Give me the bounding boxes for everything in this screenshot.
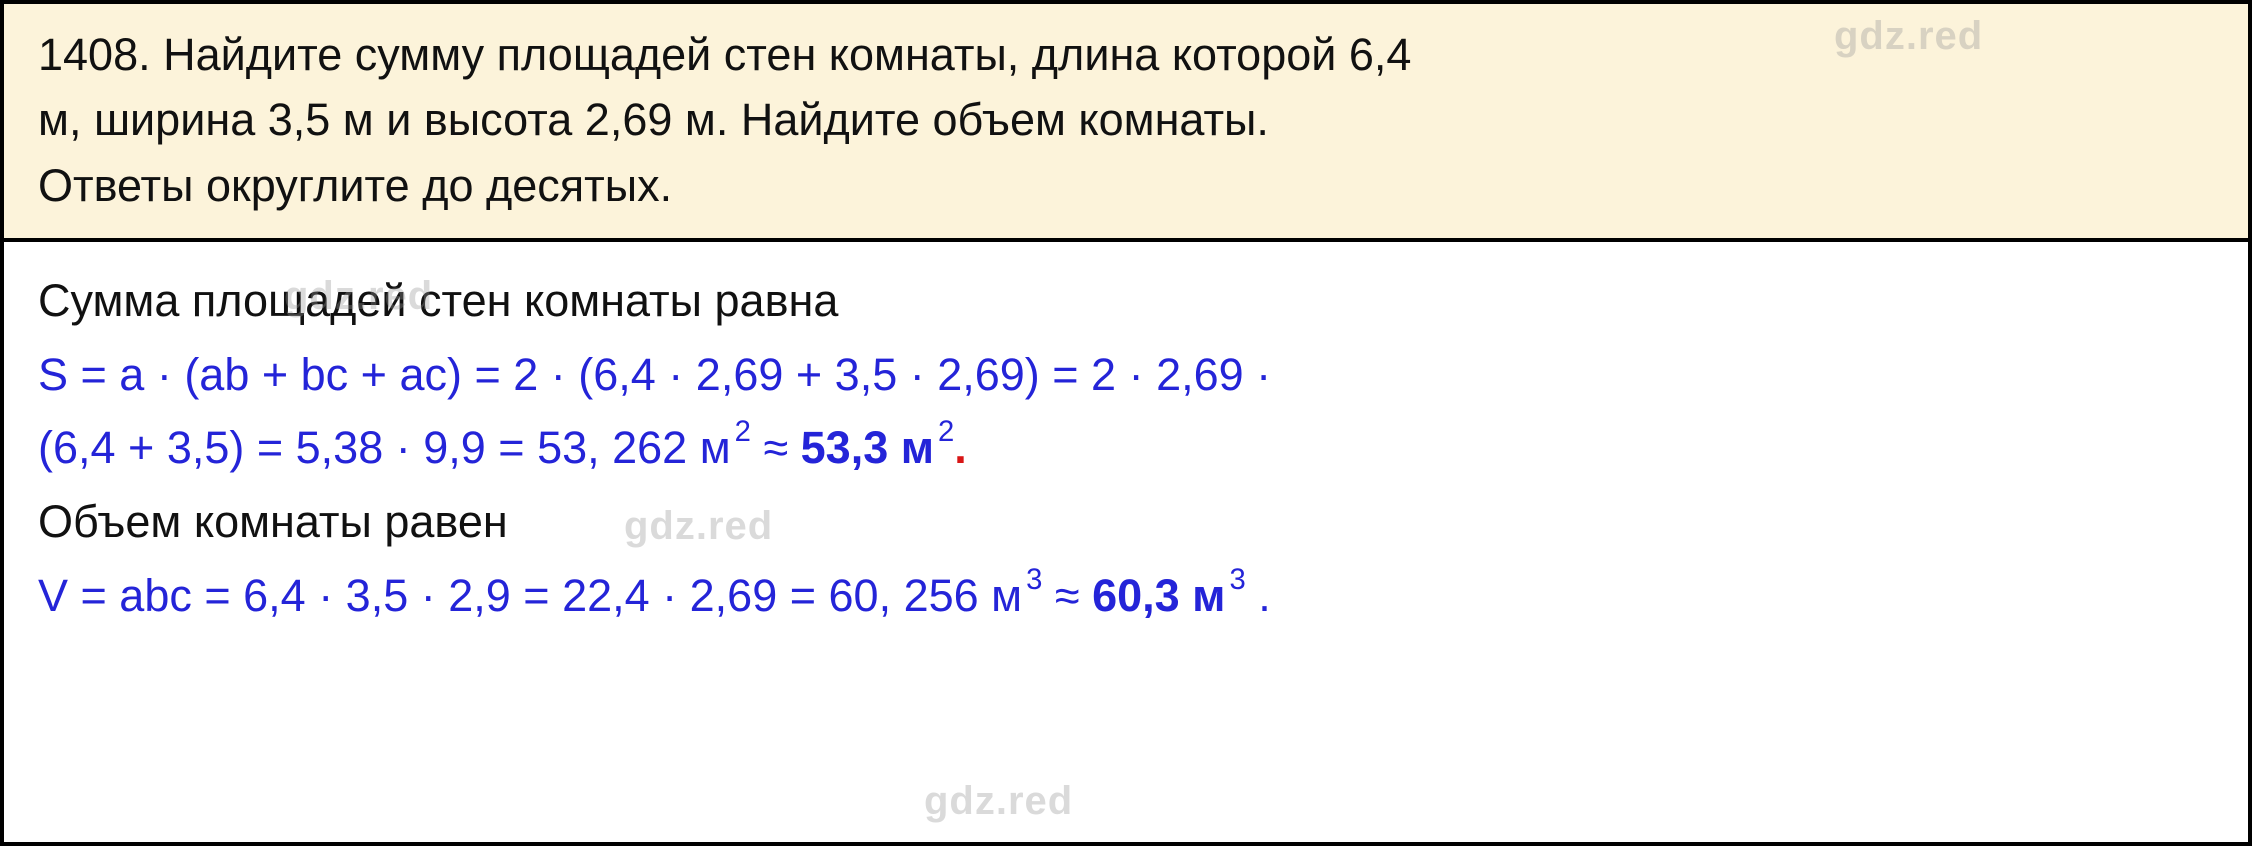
area-result-exact: (6,4 + 3,5) = 5,38 · 9,9 = 53, 262 м [38,422,731,473]
area-exponent-approx: 2 [934,416,954,448]
area-approx-sign: ≈ [751,422,801,473]
problem-line-3: Ответы округлите до десятых. [38,153,2214,218]
volume-approx-value: 60,3 м [1092,570,1225,621]
problem-line-1: 1408. Найдите сумму площадей стен комнат… [38,22,2214,87]
solution-area-label: Сумма площадей стен комнаты равна [38,266,2214,336]
volume-exponent-exact: 3 [1022,564,1042,596]
volume-result-exact: V = abc = 6,4 · 3,5 · 2,9 = 22,4 · 2,69 … [38,570,1022,621]
volume-exponent-approx: 3 [1225,564,1245,596]
red-period-icon: . [954,422,967,473]
area-exponent-exact: 2 [731,416,751,448]
problem-statement: 1408. Найдите сумму площадей стен комнат… [4,4,2248,242]
volume-approx-sign: ≈ [1042,570,1092,621]
solution-volume-formula: V = abc = 6,4 · 3,5 · 2,9 = 22,4 · 2,69 … [38,561,2214,631]
solution-area-formula-line1: S = a · (ab + bc + ac) = 2 · (6,4 · 2,69… [38,340,2214,410]
solution-volume-label: Объем комнаты равен [38,487,2214,557]
solution-area-formula-line2: (6,4 + 3,5) = 5,38 · 9,9 = 53, 262 м2 ≈ … [38,413,2214,483]
exercise-page: 1408. Найдите сумму площадей стен комнат… [0,0,2252,846]
volume-final-period: . [1246,570,1271,621]
area-approx-value: 53,3 м [801,422,934,473]
solution-body: Сумма площадей стен комнаты равна S = a … [4,242,2248,842]
problem-line-2: м, ширина 3,5 м и высота 2,69 м. Найдите… [38,87,2214,152]
